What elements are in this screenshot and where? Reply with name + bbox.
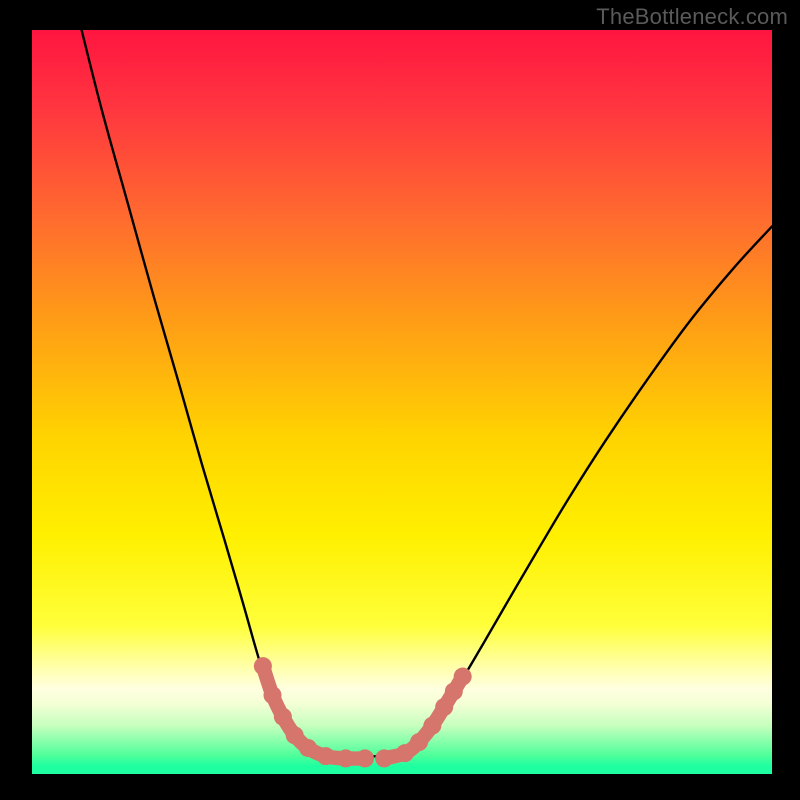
right-beads-bead xyxy=(423,717,441,735)
right-beads-bead xyxy=(435,698,453,716)
left-beads-bead xyxy=(274,708,292,726)
gradient-background xyxy=(32,30,772,774)
left-beads-bead xyxy=(356,749,374,767)
left-beads-bead xyxy=(317,747,335,765)
bottleneck-curve-plot xyxy=(32,30,772,774)
right-beads-bead xyxy=(454,668,472,686)
left-beads-bead xyxy=(337,749,355,767)
left-beads-bead xyxy=(264,686,282,704)
chart-frame: TheBottleneck.com xyxy=(0,0,800,800)
left-beads-bead xyxy=(254,657,272,675)
right-beads-bead xyxy=(375,749,393,767)
left-beads-bead xyxy=(286,726,304,744)
plot-svg xyxy=(32,30,772,774)
right-beads-bead xyxy=(410,733,428,751)
left-beads-bead xyxy=(299,739,317,757)
watermark-text: TheBottleneck.com xyxy=(596,4,788,30)
right-beads-bead xyxy=(396,744,414,762)
